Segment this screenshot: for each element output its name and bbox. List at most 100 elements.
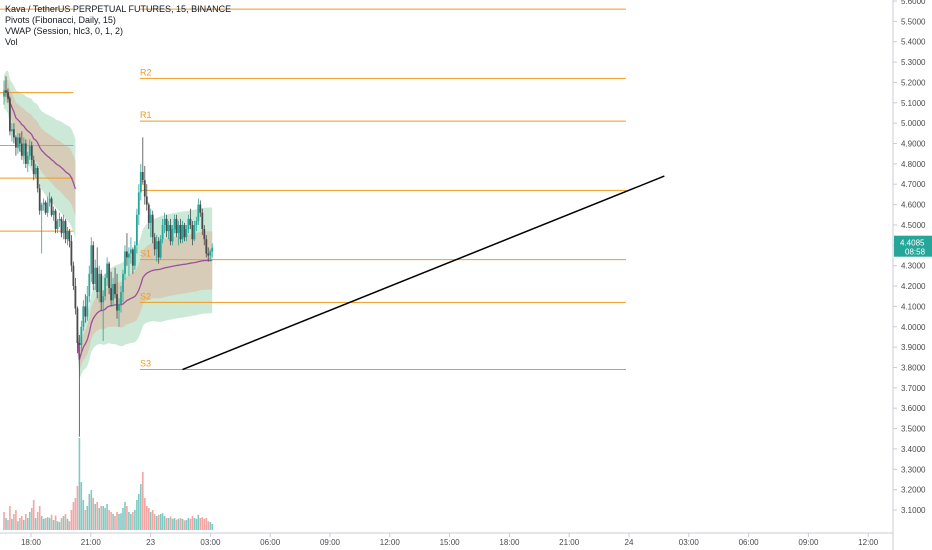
time-tick-label: 15:00 (440, 538, 461, 547)
candle-body (60, 218, 63, 234)
volume-bar (130, 514, 132, 530)
candle-body (120, 292, 122, 305)
volume-bar (201, 517, 204, 530)
volume-bar (138, 494, 140, 530)
volume-bar (70, 510, 73, 530)
candle-body (139, 172, 142, 193)
volume-bar (56, 521, 59, 530)
candle-body (90, 245, 93, 274)
candle-body (32, 159, 35, 175)
volume-bar (36, 512, 39, 530)
candle-body (86, 296, 89, 317)
pivot-label-S2: S2 (140, 291, 151, 301)
volume-bar (161, 513, 164, 530)
volume-bar (66, 518, 69, 530)
candle-body (122, 273, 124, 293)
volume-bar (149, 512, 152, 530)
volume-bar (165, 518, 168, 530)
volume-bar (197, 514, 200, 530)
volume-bar (195, 518, 198, 530)
candle-body (106, 263, 108, 278)
volume-bar (68, 521, 71, 530)
volume-bar (74, 498, 77, 530)
candle-body (80, 326, 83, 346)
candle-body (36, 168, 39, 189)
candle-body (102, 296, 105, 303)
volume-bar (175, 519, 178, 530)
volume-bar (205, 518, 208, 530)
volume-bar (13, 514, 15, 530)
candle-body (96, 267, 99, 293)
volume-bar (108, 510, 110, 530)
price-axis[interactable]: 5.6000 5.5000 5.4000 5.3000 5.2000 5.1000 5.00… (892, 0, 926, 550)
candle-body (78, 343, 81, 345)
candle-body (169, 225, 172, 242)
candle-body (66, 231, 69, 240)
candle-body (141, 172, 144, 181)
candle-body (147, 204, 150, 223)
price-tick-label: 4.8000 (901, 160, 926, 169)
candle-body (98, 273, 101, 293)
symbol-title[interactable]: Kava / TetherUS PERPETUAL FUTURES, 15, B… (5, 4, 232, 14)
volume-bar (151, 510, 154, 530)
candle-body (134, 245, 136, 266)
price-tick-label: 5.0000 (901, 119, 926, 128)
price-tick-label: 4.7000 (901, 180, 926, 189)
pivot-lines: R2 R1 P S1 S2 S3 (0, 8, 626, 371)
candle-body (74, 286, 77, 309)
candle-body (19, 137, 21, 144)
candle-body (20, 143, 23, 156)
candle-body (108, 263, 110, 288)
candle-body (5, 90, 7, 93)
candle-body (54, 210, 57, 229)
volume-bar (15, 510, 17, 530)
candle-body (201, 212, 204, 229)
volume-bar (148, 508, 150, 530)
candle-body (209, 251, 212, 256)
candle-body (7, 92, 9, 99)
indicator-pivots[interactable]: Pivots (Fibonacci, Daily, 15) (5, 15, 116, 25)
time-axis[interactable]: 18:00 21:00 23 03:00 06:00 09:00 12:00 15:00 18:… (0, 532, 893, 547)
time-tick-label: 18:00 (21, 538, 42, 547)
candle-body (143, 180, 146, 197)
volume-bar (11, 518, 13, 530)
candle-body (165, 218, 168, 232)
volume-bar (98, 508, 100, 530)
volume-bar (23, 520, 25, 530)
volume-bar (167, 518, 170, 530)
volume-bar (38, 506, 41, 530)
price-tick-label: 4.1000 (901, 302, 926, 311)
pivot-label-R1: R1 (140, 110, 152, 120)
candle-body (157, 241, 160, 258)
candle-body (112, 284, 114, 301)
price-tick-label: 5.1000 (901, 99, 926, 108)
candle-body (130, 249, 132, 254)
candle-body (76, 308, 79, 343)
vwap-line (3, 89, 213, 360)
time-tick-label: 03:00 (679, 538, 700, 547)
candle-body (30, 145, 33, 160)
volume-bar (90, 490, 93, 530)
candle-body (124, 251, 126, 274)
candle-body (50, 198, 53, 215)
volume-bar (146, 506, 148, 530)
time-tick-label: 06:00 (739, 538, 760, 547)
indicator-vwap[interactable]: VWAP (Session, hlc3, 0, 1, 2) (5, 26, 124, 36)
volume-bar (159, 514, 162, 530)
candle-body (175, 218, 178, 234)
pivot-label-R2: R2 (140, 67, 152, 77)
price-tick-label: 3.9000 (901, 343, 926, 352)
volume-bar (104, 508, 106, 530)
price-tick-label: 5.3000 (901, 58, 926, 67)
candle-body (177, 225, 180, 234)
price-tick-label: 3.8000 (901, 363, 926, 372)
volume-bar (122, 508, 124, 530)
trendline[interactable] (182, 175, 665, 371)
time-tick-label: 09:00 (798, 538, 819, 547)
volume-bar (52, 520, 55, 530)
indicator-volume[interactable]: Vol (5, 37, 18, 47)
candle-body (149, 214, 152, 223)
volume-bar (136, 500, 138, 530)
